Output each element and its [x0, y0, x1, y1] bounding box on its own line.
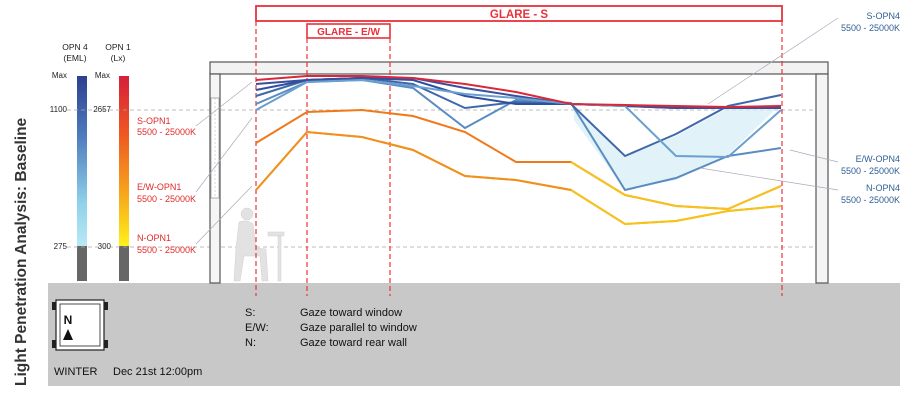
plan-orientation-icon: N	[52, 299, 108, 351]
n-opn4-range: 5500 - 25000K	[841, 195, 900, 205]
legend-key-s: S:	[245, 307, 255, 319]
opn1-max-label: Max	[95, 71, 110, 80]
opn4-color-scale	[77, 76, 87, 246]
glare-s-label: GLARE - S	[490, 9, 548, 21]
glare-ew-bracket	[306, 23, 391, 39]
ew-opn4-range: 5500 - 25000K	[841, 166, 900, 176]
ceiling-slab	[209, 61, 829, 75]
s-opn4-label: S-OPN4	[866, 11, 900, 21]
opn1-color-scale	[119, 76, 129, 246]
legend-key-n: N:	[245, 337, 256, 349]
datetime-label: Dec 21st 12:00pm	[113, 366, 202, 378]
scale-opn1-unit: (Lx)	[111, 53, 126, 63]
s-opn4-range: 5500 - 25000K	[841, 23, 900, 33]
opn4-curves	[255, 76, 782, 192]
opn4-low-label: 275	[54, 242, 68, 251]
left-curve-labels: S-OPN1 5500 - 25000K E/W-OPN1 5500 - 250…	[137, 81, 253, 255]
scale-opn4-unit: (EML)	[63, 53, 86, 63]
scale-opn1-label: OPN 1	[105, 42, 131, 52]
opn1-low-label: 300	[98, 242, 112, 251]
legend-desc-n: Gaze toward rear wall	[300, 337, 407, 349]
legend-key-ew: E/W:	[245, 322, 269, 334]
n-opn1-label: N-OPN1	[137, 233, 171, 243]
right-curve-labels: S-OPN4 5500 - 25000K E/W-OPN4 5500 - 250…	[699, 11, 900, 205]
page-title: Light Penetration Analysis: Baseline	[13, 117, 30, 386]
ew-opn1-range: 5500 - 25000K	[137, 194, 196, 204]
scale-opn4-label: OPN 4	[62, 42, 88, 52]
glare-s-bracket	[255, 5, 783, 22]
opn1-mid-label: 2657	[93, 105, 111, 114]
gaze-legend: S: Gaze toward window E/W: Gaze parallel…	[245, 307, 417, 349]
opn4-range-region	[574, 104, 781, 190]
n-opn4-label: N-OPN4	[866, 183, 900, 193]
legend-desc-s: Gaze toward window	[300, 307, 402, 319]
ew-opn1-label: E/W-OPN1	[137, 182, 181, 192]
seated-person-icon	[233, 207, 285, 282]
legend-desc-ew: Gaze parallel to window	[300, 322, 417, 334]
compass-letter: N	[64, 313, 73, 327]
s-opn1-range: 5500 - 25000K	[137, 127, 196, 137]
opn4-mid-label: 1100	[50, 105, 68, 114]
s-opn1-label: S-OPN1	[137, 116, 171, 126]
opn4-scale-below	[77, 246, 87, 281]
n-opn1-range: 5500 - 25000K	[137, 245, 196, 255]
glare-ew-label: GLARE - E/W	[317, 27, 380, 38]
rear-wall	[815, 73, 829, 284]
opn1-scale-below	[119, 246, 129, 281]
ew-opn4-label: E/W-OPN4	[856, 154, 900, 164]
s-opn1-curve	[255, 75, 782, 109]
north-arrow-icon	[63, 329, 73, 340]
season-label: WINTER	[54, 366, 97, 378]
floor-band	[48, 283, 900, 386]
opn4-max-label: Max	[52, 71, 67, 80]
